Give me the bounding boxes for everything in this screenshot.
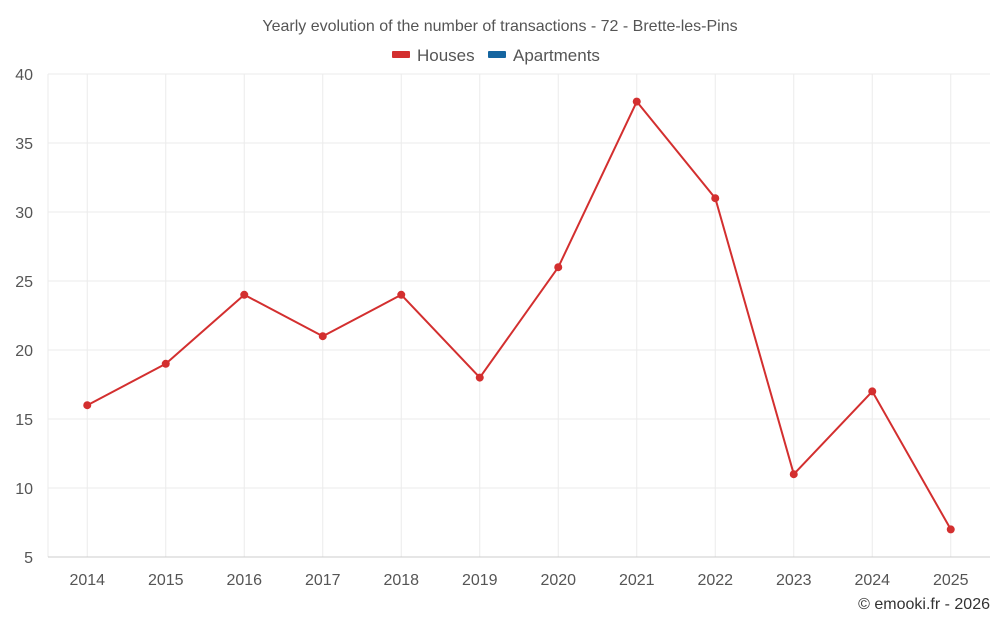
y-tick-label: 20 — [15, 343, 33, 360]
data-point-2017[interactable] — [318, 332, 327, 341]
x-tick-label: 2023 — [776, 572, 812, 589]
y-axis: 5 10 15 20 25 30 35 40 — [15, 67, 33, 567]
x-tick-label: 2025 — [933, 572, 969, 589]
credit-text: © emooki.fr - 2026 — [858, 596, 990, 613]
y-tick-label: 5 — [24, 550, 33, 567]
y-tick-label: 40 — [15, 67, 33, 84]
data-point-2016[interactable] — [240, 290, 249, 299]
series-line-houses — [86, 100, 952, 530]
x-tick-label: 2016 — [226, 572, 262, 589]
data-point-2024[interactable] — [868, 387, 877, 396]
x-axis: 2014 2015 2016 2017 2018 2019 2020 2021 2022 2023… — [69, 572, 968, 589]
legend-item-apartments[interactable]: Apartments — [488, 46, 600, 65]
legend-swatch-houses — [392, 51, 410, 58]
y-tick-label: 30 — [15, 205, 33, 222]
grid — [47, 73, 990, 558]
x-tick-label: 2018 — [383, 572, 419, 589]
y-tick-label: 10 — [15, 481, 33, 498]
y-tick-label: 35 — [15, 136, 33, 153]
legend-item-houses[interactable]: Houses — [392, 46, 475, 65]
legend: Houses Apartments — [392, 46, 600, 65]
x-tick-label: 2022 — [697, 572, 733, 589]
data-point-2015[interactable] — [161, 359, 170, 368]
chart-title: Yearly evolution of the number of transa… — [262, 18, 737, 35]
x-tick-label: 2017 — [305, 572, 341, 589]
data-point-2022[interactable] — [711, 194, 720, 203]
data-point-2014[interactable] — [83, 401, 92, 410]
data-point-2025[interactable] — [946, 525, 955, 534]
series-houses — [83, 97, 955, 534]
data-point-2023[interactable] — [789, 470, 798, 479]
data-point-2021[interactable] — [632, 97, 641, 106]
x-tick-label: 2024 — [854, 572, 890, 589]
data-point-2018[interactable] — [397, 290, 406, 299]
data-point-2020[interactable] — [554, 263, 563, 272]
legend-label-houses: Houses — [417, 46, 475, 65]
x-tick-label: 2015 — [148, 572, 184, 589]
x-tick-label: 2019 — [462, 572, 498, 589]
y-tick-label: 15 — [15, 412, 33, 429]
y-tick-label: 25 — [15, 274, 33, 291]
legend-label-apartments: Apartments — [513, 46, 600, 65]
legend-swatch-apartments — [488, 51, 506, 58]
x-tick-label: 2021 — [619, 572, 655, 589]
x-tick-label: 2014 — [69, 572, 105, 589]
data-point-2019[interactable] — [475, 373, 484, 382]
x-tick-label: 2020 — [540, 572, 576, 589]
